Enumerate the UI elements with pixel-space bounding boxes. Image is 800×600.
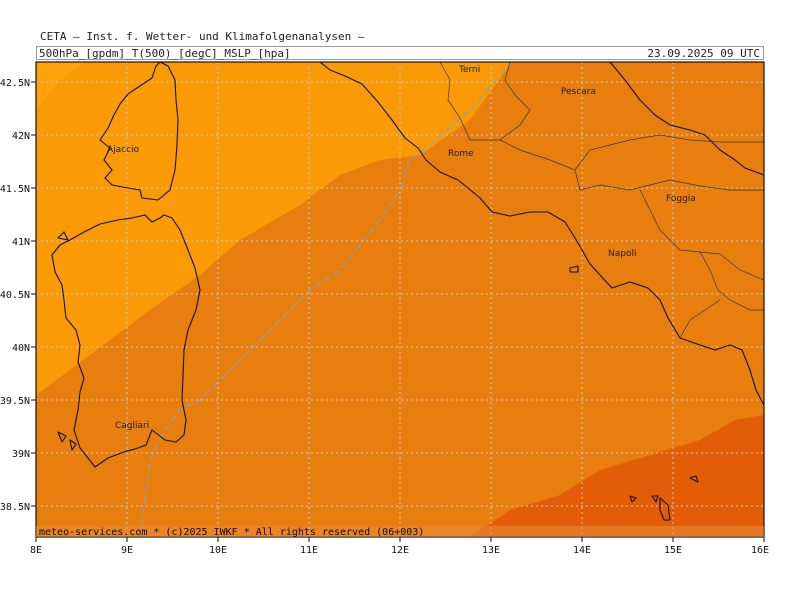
lon-label: 10E: [209, 545, 227, 556]
city-label-rome: Rome: [448, 149, 474, 159]
city-labels: Terni Pescara Ajaccio Rome Foggia Napoli…: [107, 65, 696, 431]
city-label-cagliari: Cagliari: [115, 421, 149, 431]
islet: [629, 495, 637, 503]
islet: [57, 231, 69, 241]
region-border: [699, 251, 764, 311]
isobar-line: [139, 62, 513, 537]
latitude-labels: 42.5N 42N 41.5N 41N 40.5N 40N 39.5N 39N …: [0, 78, 30, 513]
lat-label: 40N: [12, 343, 30, 354]
lon-label: 16E: [751, 545, 769, 556]
axis-ticks: [31, 81, 765, 542]
lon-label: 9E: [121, 545, 133, 556]
temp-band-warmest: [470, 415, 764, 537]
lat-label: 42N: [12, 131, 30, 142]
islet: [57, 431, 67, 443]
lat-label: 38.5N: [0, 502, 30, 513]
region-border: [574, 134, 764, 171]
lon-label: 13E: [482, 545, 500, 556]
longitude-labels: 8E 9E 10E 11E 12E 13E 14E 15E 16E: [30, 545, 769, 556]
city-label-napoli: Napoli: [608, 249, 636, 259]
islet: [689, 475, 699, 483]
lon-label: 15E: [664, 545, 682, 556]
region-border: [679, 299, 721, 339]
lat-label: 42.5N: [0, 78, 30, 89]
fields-label: 500hPa_[gpdm]_T(500)_[degC]_MSLP_[hpa]: [39, 47, 291, 60]
region-border: [499, 139, 764, 191]
islet: [569, 265, 579, 273]
lon-label: 11E: [300, 545, 318, 556]
lat-label: 41.5N: [0, 184, 30, 195]
map-area: [36, 62, 764, 537]
lat-label: 40.5N: [0, 290, 30, 301]
islet: [69, 439, 77, 451]
region-border: [639, 189, 764, 281]
city-label-foggia: Foggia: [666, 194, 696, 204]
italy-east-coastline: [609, 62, 764, 176]
lat-label: 39N: [12, 449, 30, 460]
lon-label: 12E: [391, 545, 409, 556]
copyright-text: meteo-services.com * (c)2025 IWKF * All …: [39, 527, 424, 538]
valid-time-label: 23.09.2025 09 UTC: [647, 47, 760, 60]
sardinia-coastline: [51, 214, 201, 468]
city-label-ajaccio: Ajaccio: [107, 145, 140, 155]
temp-band-mild: [36, 62, 512, 395]
islet: [651, 495, 659, 503]
header-title: CETA — Inst. f. Wetter- und Klimafolgena…: [40, 30, 365, 43]
italy-west-coastline: [319, 62, 764, 406]
lat-label: 39.5N: [0, 396, 30, 407]
city-label-terni: Terni: [458, 65, 480, 75]
islet: [659, 497, 671, 521]
footer-strip: [36, 526, 764, 537]
corsica-coastline: [99, 62, 179, 201]
city-label-pescara: Pescara: [561, 87, 596, 97]
lat-label: 41N: [12, 237, 30, 248]
graticule: [36, 62, 764, 537]
temp-band-cool: [36, 62, 85, 110]
lon-label: 8E: [30, 545, 42, 556]
lon-label: 14E: [573, 545, 591, 556]
field-description-bar: 500hPa_[gpdm]_T(500)_[degC]_MSLP_[hpa] 2…: [36, 46, 764, 60]
